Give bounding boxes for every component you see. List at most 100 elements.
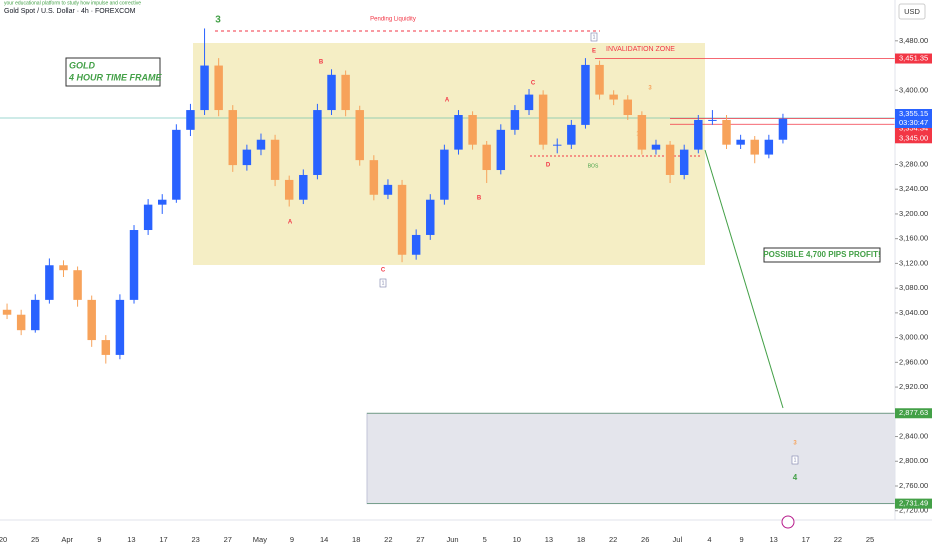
candle-body [538,94,548,145]
countdown-bg [895,119,932,129]
wave-label: 4 [793,473,798,482]
price-label-bg [895,133,932,144]
candle-body [341,74,350,111]
candle-body [270,139,280,180]
candle-body [524,94,534,111]
x-tick-label: Jun [447,535,459,544]
candle-body [242,149,252,166]
candle-body [397,184,407,255]
candle-body [256,139,266,150]
candle-body [115,299,125,355]
annotation: BOS [588,163,599,169]
candle-body [454,115,463,150]
candle-body [623,99,632,116]
y-tick-label: 2,840.00 [899,432,928,441]
candle-body [750,139,759,155]
x-tick-label: 9 [97,535,101,544]
candle-body [186,110,195,130]
annotation: INVALIDATION ZONE [606,46,675,53]
candle-body [764,139,774,155]
candle-body [496,129,506,171]
price-label-bg [895,408,932,419]
degree-box [791,455,799,465]
x-tick-label: 25 [31,535,39,544]
degree-label: 1 [593,34,596,40]
annotation: Pending Liquidity [370,17,416,23]
wave-label: A [288,220,293,226]
candle-body [158,199,167,205]
candle-body [200,65,209,111]
profit-box [763,247,881,263]
x-tick-label: 9 [739,535,743,544]
price-label: 2,731.49 [899,499,928,508]
y-tick-label: 3,000.00 [899,333,928,342]
x-tick-label: 26 [641,535,649,544]
candle-body [369,160,379,195]
x-tick-label: 13 [545,535,553,544]
candle-body [679,149,689,175]
event-icon[interactable] [781,515,795,529]
x-tick-label: 18 [352,535,360,544]
currency: USD [904,7,920,16]
wave-label: 3 [793,441,797,447]
candle-body [59,265,68,271]
label-title: GOLD [69,60,95,70]
candle-body [482,144,491,171]
x-tick-label: 5 [483,535,487,544]
candle-body [313,110,322,175]
wave-label: 3 [648,86,652,92]
candle-body [736,139,745,145]
price-axis [895,0,932,550]
x-tick-label: 20 [0,535,7,544]
wave-label: 3 [215,15,221,26]
x-tick-label: 27 [416,535,424,544]
candle-body [129,230,139,300]
annotation: POSSIBLE 4,700 PIPS PROFIT! [763,250,880,259]
candle-body [355,110,364,161]
x-tick-label: 10 [513,535,521,544]
x-tick-label: 27 [224,535,232,544]
price-label: 2,877.63 [899,408,928,417]
candle-body [581,64,590,125]
y-tick-label: 3,200.00 [899,209,928,218]
price-label: 3,345.00 [899,133,928,142]
candle-body [411,234,421,255]
wave-label: C [531,81,536,87]
candle-body [708,119,717,121]
candle-body [426,199,435,235]
subtitle: your educational platform to study how i… [4,0,141,6]
candle-body [101,340,111,355]
candle-body [228,110,237,166]
y-tick-label: 2,800.00 [899,456,928,465]
y-tick-label: 3,160.00 [899,234,928,243]
chart-title: Gold Spot / U.S. Dollar · 4h · FOREXCOM [4,8,136,15]
x-tick-label: 22 [834,535,842,544]
currency-button[interactable] [898,3,926,20]
projection-arrow [704,149,784,409]
wave-label: C [381,268,386,274]
wave-label: B [477,196,482,202]
candle-body [778,118,788,140]
x-tick-label: 9 [290,535,294,544]
degree-box [379,278,387,288]
candle-body [553,144,562,146]
target-zone [366,412,896,505]
y-tick-label: 3,080.00 [899,283,928,292]
candle-body [73,270,82,300]
y-tick-label: 3,120.00 [899,258,928,267]
wave-label: B [319,60,324,66]
candle-body [651,144,661,150]
wave-label: E [592,49,596,55]
candle-body [595,64,604,95]
candle-body [567,124,576,145]
x-tick-label: 13 [127,535,135,544]
candle-body [45,265,54,300]
candle-body [665,144,675,175]
candle-body [87,299,96,341]
x-tick-label: 13 [769,535,777,544]
candle-body [284,179,294,200]
degree-box [590,32,598,42]
y-tick-label: 3,040.00 [899,308,928,317]
